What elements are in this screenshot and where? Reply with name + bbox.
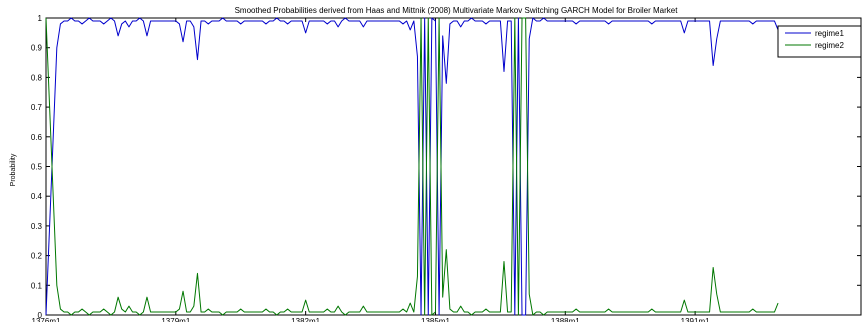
x-tick-label: 1388m1 xyxy=(551,317,580,322)
y-tick-label: 0.2 xyxy=(31,252,43,261)
legend-label-regime2: regime2 xyxy=(815,41,844,50)
y-tick-label: 1 xyxy=(38,14,43,23)
y-tick-label: 0.7 xyxy=(31,103,43,112)
y-tick-label: 0.5 xyxy=(31,163,43,172)
x-tick-label: 1376m1 xyxy=(32,317,61,322)
series-lines xyxy=(45,17,779,316)
x-tick-label: 1382m1 xyxy=(291,317,320,322)
y-tick-label: 0.3 xyxy=(31,222,43,231)
legend: regime1 regime2 xyxy=(777,25,862,58)
y-tick-label: 0.8 xyxy=(31,73,43,82)
x-tick-label: 1379m1 xyxy=(161,317,190,322)
legend-label-regime1: regime1 xyxy=(815,29,844,38)
x-tick-label: 1391m1 xyxy=(681,317,710,322)
y-axis-label: Probability xyxy=(10,153,17,186)
y-tick-label: 0.4 xyxy=(31,192,43,201)
legend-box xyxy=(777,25,862,58)
plot-area xyxy=(45,17,862,316)
y-tick-label: 0 xyxy=(38,311,43,320)
series-line-regime2 xyxy=(45,17,779,316)
y-tick-label: 0.9 xyxy=(31,44,43,53)
y-tick-label: 0.1 xyxy=(31,281,43,290)
series-line-regime1 xyxy=(45,17,779,316)
x-tick-label: 1385m1 xyxy=(421,317,450,322)
chart-title: Smoothed Probabilities derived from Haas… xyxy=(235,6,679,15)
y-tick-label: 0.6 xyxy=(31,133,43,142)
